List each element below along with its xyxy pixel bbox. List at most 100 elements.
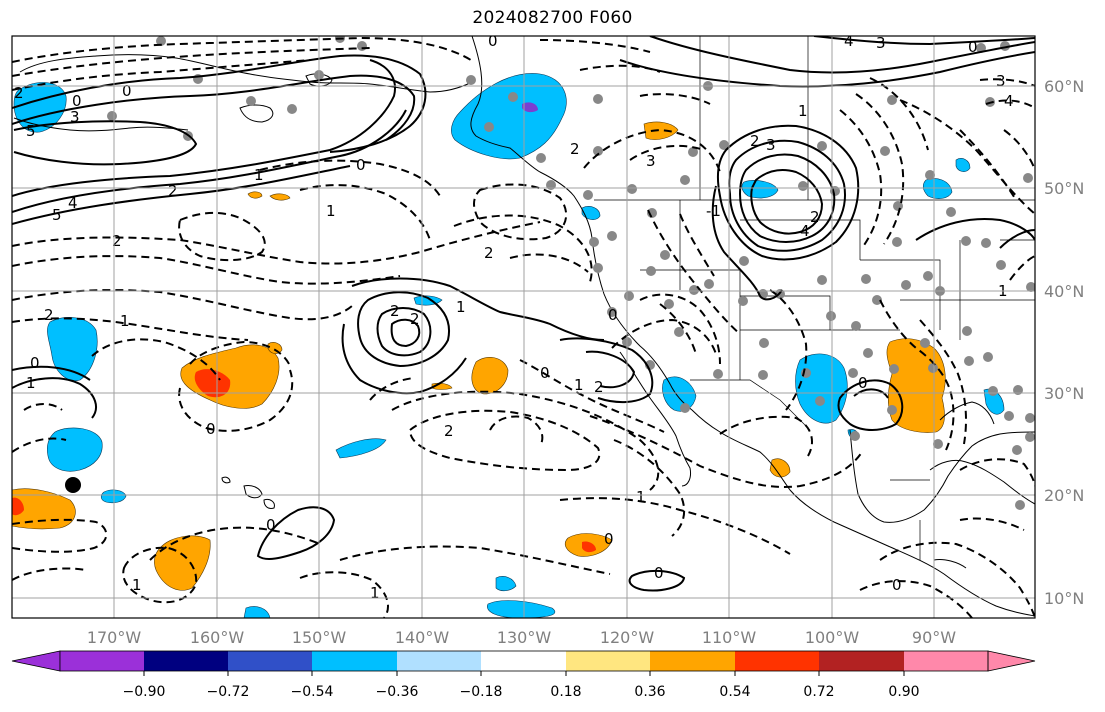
lat-label: 40°N: [1044, 282, 1084, 301]
contour-label: 0: [892, 576, 902, 594]
contour-label: 2: [112, 232, 122, 250]
strong-positive-shading: [12, 369, 596, 553]
colorbar-extend-max: [987, 650, 1036, 672]
lon-label: 120°W: [600, 628, 655, 647]
lon-label: 170°W: [87, 628, 142, 647]
contour-label: 0: [206, 420, 216, 438]
contour-label: 4: [68, 194, 78, 212]
colorbar-swatch: [819, 651, 904, 671]
contour-label: 1: [254, 166, 264, 184]
colorbar-tick-label: −0.54: [291, 684, 334, 700]
graticule: [12, 36, 1035, 618]
contour-label: 1: [132, 576, 142, 594]
contour-label: 3: [70, 108, 80, 126]
contour-label: 1: [636, 488, 646, 506]
contour-label: 4: [844, 32, 854, 50]
colorbar-tick-label: −0.18: [460, 684, 503, 700]
lat-label: 20°N: [1044, 486, 1084, 505]
lat-label: 10°N: [1044, 589, 1084, 608]
contour-label: 0: [30, 354, 40, 372]
lon-label: 90°W: [912, 628, 956, 647]
contour-label: 1: [120, 312, 130, 330]
lat-label: 60°N: [1044, 77, 1084, 96]
contour-label: 0: [356, 156, 366, 174]
contour-label: -1: [706, 202, 721, 220]
lat-label: 30°N: [1044, 384, 1084, 403]
contour-label: 0: [266, 516, 276, 534]
contour-label: 1: [26, 374, 36, 392]
solid-contours: [12, 36, 1035, 592]
longitude-labels: 170°W 160°W 150°W 140°W 130°W 120°W 110°…: [87, 628, 956, 647]
contour-label: 2: [570, 140, 580, 158]
coastlines: [13, 36, 1035, 617]
contour-label: 1: [574, 376, 584, 394]
colorbar-tick-label: 0.72: [803, 684, 834, 700]
dashed-contours: [12, 36, 1035, 618]
colorbar-tick-label: −0.72: [207, 684, 250, 700]
contour-label: 3: [646, 152, 656, 170]
political-boundaries: [594, 36, 1035, 560]
contour-label: 3: [766, 136, 776, 154]
typhoon-marker: [65, 477, 81, 493]
colorbar-swatch: [904, 651, 988, 671]
contour-label: 2: [750, 132, 760, 150]
contour-label: 2: [14, 84, 24, 102]
contour-label: 4: [800, 222, 810, 240]
colorbar-swatch: [60, 651, 144, 671]
colorbar-tick-label: 0.18: [550, 684, 581, 700]
lon-label: 100°W: [805, 628, 860, 647]
contour-label: 0: [72, 92, 82, 110]
colorbar: −0.90 −0.72 −0.54 −0.36 −0.18 0.18 0.36 …: [11, 650, 1036, 700]
contour-label: 1: [326, 202, 336, 220]
contour-label: 2: [484, 244, 494, 262]
contour-label: 0: [608, 306, 618, 324]
lat-label: 50°N: [1044, 179, 1084, 198]
colorbar-swatch: [228, 651, 312, 671]
contour-label: 2: [168, 182, 178, 200]
contour-label: 1: [798, 102, 808, 120]
contour-label: 2: [44, 306, 54, 324]
contour-label: 2: [410, 310, 420, 328]
colorbar-swatch: [650, 651, 735, 671]
colorbar-tick-label: −0.90: [123, 684, 166, 700]
contour-label: 5: [52, 206, 62, 224]
colorbar-tick-label: 0.54: [719, 684, 750, 700]
contour-label: 5: [26, 122, 36, 140]
contour-label: 2: [810, 208, 820, 226]
contour-label: 0: [604, 530, 614, 548]
contour-label: 3: [876, 34, 886, 52]
latitude-labels: 60°N 50°N 40°N 30°N 20°N 10°N: [1044, 77, 1084, 608]
map-title: 2024082700 F060: [472, 8, 633, 28]
colorbar-tick-label: 0.90: [888, 684, 919, 700]
station-dots: [107, 36, 1035, 510]
map-frame: [11, 35, 1036, 619]
contour-label: 0: [488, 32, 498, 50]
colorbar-swatch: [481, 651, 566, 671]
contour-label: 2: [444, 422, 454, 440]
colorbar-swatch: [312, 651, 397, 671]
lon-label: 130°W: [497, 628, 552, 647]
contour-label: 0: [122, 82, 132, 100]
contour-labels: 0 0 1 2 4 5 2 0 1 2 2 1 0 1 2 2 1 0 1 2 …: [14, 32, 1014, 602]
lon-label: 110°W: [702, 628, 757, 647]
colorbar-tick-label: 0.36: [634, 684, 665, 700]
colorbar-swatch: [397, 651, 481, 671]
colorbar-extend-min: [11, 650, 61, 672]
contour-label: 1: [370, 584, 380, 602]
colorbar-tick-label: −0.36: [376, 684, 419, 700]
lon-label: 160°W: [190, 628, 245, 647]
lon-label: 140°W: [395, 628, 450, 647]
contour-label: 2: [594, 378, 604, 396]
negative-anomaly-shading: [13, 73, 1005, 618]
contour-label: 2: [390, 302, 400, 320]
contour-label: 4: [1004, 92, 1014, 110]
contour-label: 3: [996, 72, 1006, 90]
contour-label: 1: [456, 298, 466, 316]
colorbar-swatch: [144, 651, 228, 671]
contour-label: 0: [858, 374, 868, 392]
lon-label: 150°W: [292, 628, 347, 647]
contour-label: 0: [540, 364, 550, 382]
contour-label: 0: [968, 38, 978, 56]
colorbar-swatch: [735, 651, 819, 671]
